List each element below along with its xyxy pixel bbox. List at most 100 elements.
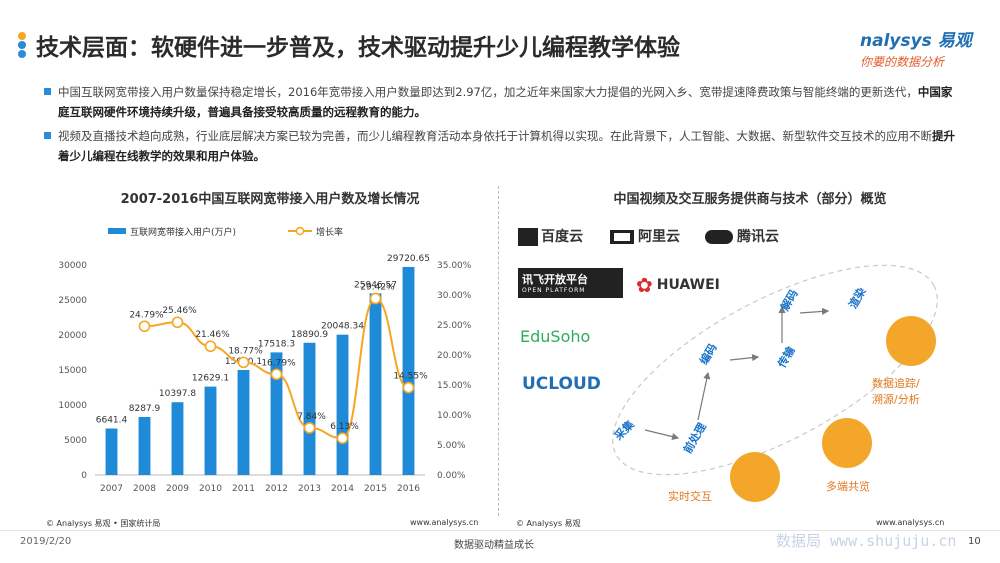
bar-2013 <box>303 342 316 475</box>
panel-divider <box>498 186 499 516</box>
growth-point-2016 <box>402 381 415 394</box>
logo-chinese: 你要的数据分析 <box>860 55 945 69</box>
bar-value-label: 12629.1 <box>192 374 229 384</box>
feature-realtime-label: 实时交互 <box>668 490 712 503</box>
bar-2014 <box>336 334 349 475</box>
growth-value-label: 29.42% <box>360 282 395 292</box>
legend-line-marker <box>295 226 305 236</box>
growth-value-label: 21.46% <box>195 330 230 340</box>
feature-multi-label: 多端共览 <box>826 480 870 493</box>
growth-point-2010 <box>204 340 217 353</box>
growth-value-label: 25.46% <box>162 306 197 316</box>
feature-data-label: 数据追踪/ 溯源/分析 <box>872 377 920 406</box>
x-tick: 2010 <box>199 484 222 494</box>
y-left-tick: 30000 <box>58 261 87 271</box>
growth-value-label: 14.55% <box>393 372 428 382</box>
dot <box>18 50 26 58</box>
bar-value-label: 8287.9 <box>129 404 161 414</box>
growth-value-label: 24.79% <box>129 310 164 320</box>
y-left-tick: 15000 <box>58 366 87 376</box>
y-left-tick: 25000 <box>58 296 87 306</box>
y-right-tick: 20.00% <box>437 351 472 361</box>
dot <box>18 41 26 49</box>
bar-value-label: 17518.3 <box>258 339 295 349</box>
x-tick: 2009 <box>166 484 189 494</box>
bar-2011 <box>237 369 250 475</box>
brand-name: HUAWEI <box>656 277 720 293</box>
brand-subtitle: OPEN PLATFORM <box>522 287 586 294</box>
legend-bar-swatch <box>108 228 126 234</box>
analysys-logo: nalysys 易观 你要的数据分析 <box>860 26 990 70</box>
bar-2015 <box>369 293 382 475</box>
y-right-tick: 30.00% <box>437 291 472 301</box>
legend-bar-label: 互联网宽带接入用户(万户) <box>130 226 236 238</box>
footer-slogan: 数据驱动精益成长 <box>454 540 534 551</box>
bullet-item: 中国互联网宽带接入用户数量保持稳定增长，2016年宽带接入用户数量即达到2.97… <box>44 82 956 122</box>
y-left-tick: 10000 <box>58 401 87 411</box>
data-analysis-icon <box>886 316 936 366</box>
footer-date: 2019/2/20 <box>20 536 72 547</box>
bar-2008 <box>138 416 151 475</box>
x-tick: 2011 <box>232 484 255 494</box>
y-left-tick: 5000 <box>64 436 87 446</box>
ucloud-logo: UCLOUD <box>522 374 601 394</box>
y-right-tick: 35.00% <box>437 261 472 271</box>
bar-value-label: 29720.65 <box>387 254 430 264</box>
tencent-cloud-icon <box>705 230 733 244</box>
x-tick: 2012 <box>265 484 288 494</box>
pipeline-ellipse <box>612 264 938 476</box>
logo-english: nalysys 易观 <box>860 31 972 51</box>
bullet-text: 视频及直播技术趋向成熟，行业底层解决方案已较为完善，而少儿编程教育活动本身依托于… <box>58 129 932 143</box>
y-right-tick: 10.00% <box>437 411 472 421</box>
x-tick: 2016 <box>397 484 420 494</box>
chart-source-url: www.analysys.cn <box>410 518 479 527</box>
bar-value-label: 6641.4 <box>96 416 128 426</box>
title-dots-icon <box>18 32 28 58</box>
bullet-item: 视频及直播技术趋向成熟，行业底层解决方案已较为完善，而少儿编程教育活动本身依托于… <box>44 126 956 166</box>
bullet-list: 中国互联网宽带接入用户数量保持稳定增长，2016年宽带接入用户数量即达到2.97… <box>44 82 956 170</box>
bar-value-label: 25946.57 <box>354 280 397 290</box>
broadband-chart: 互联网宽带接入用户(万户) 增长率 0 5000 10000 15000 20000 2500… <box>58 226 472 494</box>
edusoho-logo: EduSoho <box>520 327 590 346</box>
bullet-text: 中国互联网宽带接入用户数量保持稳定增长，2016年宽带接入用户数量即达到2.97… <box>58 85 918 99</box>
providers-source-url: www.analysys.cn <box>876 518 945 527</box>
bar-2009 <box>171 402 184 475</box>
growth-point-2015 <box>369 292 382 305</box>
y-right-tick: 0.00% <box>437 471 466 481</box>
baidu-cloud-logo: 百度云 <box>518 226 583 246</box>
x-tick: 2007 <box>100 484 123 494</box>
x-tick: 2015 <box>364 484 387 494</box>
growth-value-label: 6.13% <box>330 422 359 432</box>
x-tick: 2013 <box>298 484 321 494</box>
bullet-strong-text: 中国家庭互联网硬件环境持续升级，普遍具备接受较高质量的远程教育的能力。 <box>58 85 953 119</box>
chart-title: 2007-2016中国互联网宽带接入用户数及增长情况 <box>120 192 420 207</box>
growth-point-2013 <box>303 422 316 434</box>
y-right-tick: 5.00% <box>437 441 466 451</box>
page-title: 技术层面：软硬件进一步普及，技术驱动提升少儿编程教学体验 <box>36 35 680 61</box>
growth-point-2009 <box>171 316 184 329</box>
y-left-tick: 20000 <box>58 331 87 341</box>
bar-value-label: 18890.9 <box>291 330 328 340</box>
bar-2007 <box>105 428 118 475</box>
brand-name: 百度云 <box>541 229 583 245</box>
growth-value-label: 7.84% <box>297 412 326 422</box>
x-tick: 2008 <box>133 484 156 494</box>
growth-point-2011 <box>237 356 250 369</box>
bar-2010 <box>204 386 217 475</box>
bar-value-label: 20048.34 <box>321 322 364 332</box>
page-number: 10 <box>968 536 981 547</box>
y-right-tick: 15.00% <box>437 381 472 391</box>
growth-point-2008 <box>138 320 151 333</box>
growth-point-2014 <box>336 432 349 445</box>
legend-line-label: 增长率 <box>316 226 343 238</box>
brand-name: 讯飞开放平台 <box>522 273 588 286</box>
aliyun-logo: 阿里云 <box>610 226 680 246</box>
brand-name: 阿里云 <box>638 229 680 245</box>
brand-name: 腾讯云 <box>737 229 779 245</box>
footer-divider <box>0 530 1000 531</box>
bar-2012 <box>270 352 283 475</box>
providers-title: 中国视频及交互服务提供商与技术（部分）概览 <box>613 192 887 207</box>
chart-source: © Analysys 易观 • 国家统计局 <box>46 519 161 528</box>
bullet-strong-text: 提升着少儿编程在线教学的效果和用户体验。 <box>58 129 955 163</box>
iflytek-logo: 讯飞开放平台 OPEN PLATFORM <box>518 268 623 298</box>
